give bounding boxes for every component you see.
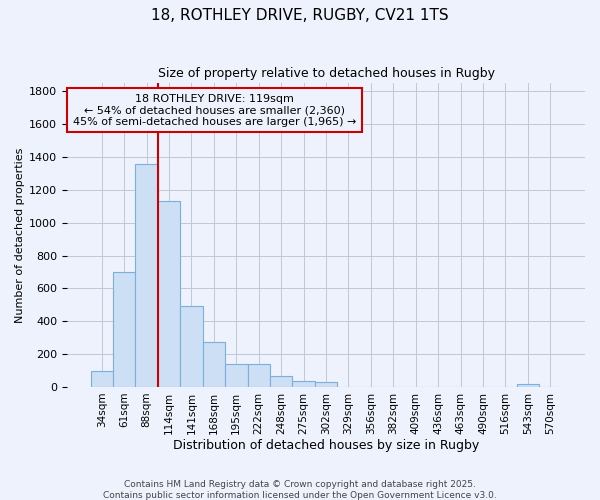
Bar xyxy=(136,164,158,387)
Title: Size of property relative to detached houses in Rugby: Size of property relative to detached ho… xyxy=(158,68,494,80)
Bar xyxy=(91,371,113,387)
Bar xyxy=(248,364,270,387)
Bar xyxy=(158,202,180,387)
Bar xyxy=(225,364,248,387)
Bar xyxy=(203,342,225,387)
Text: Contains HM Land Registry data © Crown copyright and database right 2025.
Contai: Contains HM Land Registry data © Crown c… xyxy=(103,480,497,500)
Text: 18, ROTHLEY DRIVE, RUGBY, CV21 1TS: 18, ROTHLEY DRIVE, RUGBY, CV21 1TS xyxy=(151,8,449,22)
Bar xyxy=(292,380,315,387)
Y-axis label: Number of detached properties: Number of detached properties xyxy=(15,148,25,322)
Bar xyxy=(180,306,203,387)
Bar xyxy=(517,384,539,387)
Bar xyxy=(270,376,292,387)
Bar xyxy=(113,272,136,387)
X-axis label: Distribution of detached houses by size in Rugby: Distribution of detached houses by size … xyxy=(173,440,479,452)
Bar xyxy=(315,382,337,387)
Text: 18 ROTHLEY DRIVE: 119sqm
← 54% of detached houses are smaller (2,360)
45% of sem: 18 ROTHLEY DRIVE: 119sqm ← 54% of detach… xyxy=(73,94,356,127)
